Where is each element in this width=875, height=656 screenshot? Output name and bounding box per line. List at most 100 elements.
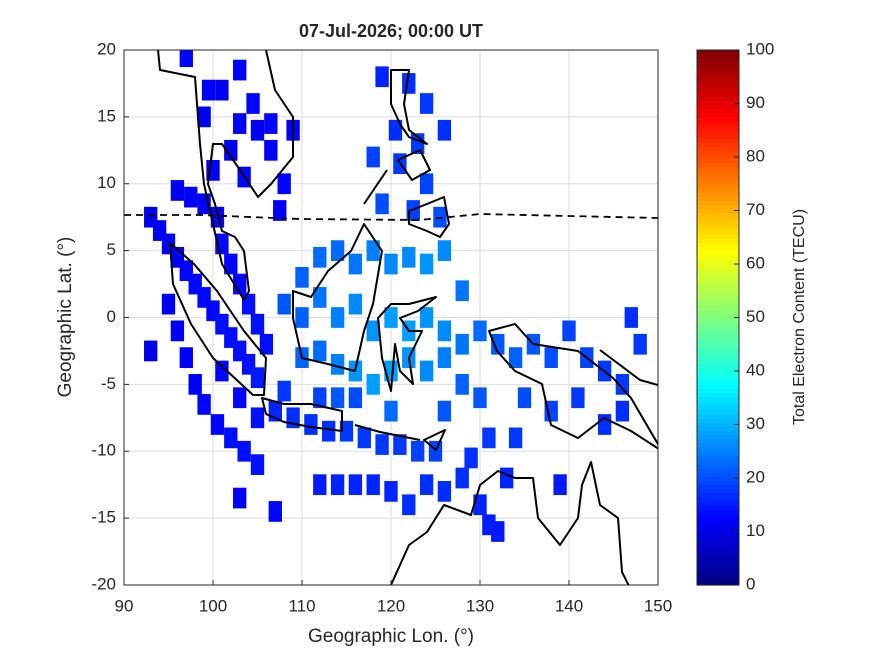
x-tick-label: 110 <box>288 596 315 615</box>
tec-patch <box>246 93 260 114</box>
colorbar-cell <box>697 480 739 486</box>
colorbar-cell <box>697 162 739 168</box>
colorbar-cell <box>697 83 739 89</box>
tec-patch <box>388 119 403 141</box>
colorbar-cell <box>697 213 739 218</box>
tec-patch <box>233 59 247 81</box>
colorbar-cell <box>697 367 739 373</box>
colorbar-tick-label: 50 <box>746 307 765 326</box>
tec-patch <box>233 487 247 509</box>
colorbar-cell <box>697 355 739 360</box>
colorbar-cell <box>697 472 739 477</box>
tec-patch <box>402 246 416 268</box>
tec-patch <box>277 173 291 195</box>
chart-title: 07-Jul-2026; 00:00 UT <box>299 21 483 41</box>
tec-patch <box>348 253 363 275</box>
tec-patch <box>375 434 389 455</box>
tec-patch <box>215 360 229 382</box>
tec-patch <box>161 293 176 315</box>
tec-patch <box>366 240 380 261</box>
tec-patch <box>455 333 469 355</box>
tec-patch <box>264 139 278 161</box>
colorbar-cell <box>697 438 739 444</box>
tec-patch <box>330 240 345 261</box>
colorbar-cell <box>697 192 739 197</box>
tec-patch <box>633 333 647 355</box>
colorbar-cell <box>697 463 739 469</box>
colorbar-cell <box>697 258 739 264</box>
x-tick-label: 150 <box>644 596 672 615</box>
tec-patch <box>268 501 282 522</box>
tec-patch <box>250 119 265 141</box>
tec-patch <box>277 380 291 402</box>
tec-patch <box>144 340 158 362</box>
tec-patch <box>357 427 371 449</box>
colorbar-tick-label: 90 <box>746 93 765 112</box>
tec-patch <box>464 447 478 469</box>
colorbar-cell <box>697 242 739 248</box>
tec-patch <box>482 427 496 449</box>
tec-patch <box>366 320 380 342</box>
colorbar-cell <box>697 275 739 281</box>
x-tick-label: 90 <box>115 596 134 615</box>
tec-patch <box>544 400 558 422</box>
y-axis-label: Geographic Lat. (°) <box>55 237 76 398</box>
colorbar-cell <box>697 484 739 490</box>
tec-patch <box>455 467 469 489</box>
tec-patch <box>437 240 452 261</box>
y-tick-label: -10 <box>91 441 116 460</box>
tec-patch <box>508 347 523 368</box>
x-tick-label: 120 <box>377 596 405 615</box>
colorbar-cell <box>697 518 739 523</box>
tec-patch <box>517 387 532 409</box>
colorbar-cell <box>697 304 739 310</box>
colorbar-cell <box>697 476 739 482</box>
colorbar-cell <box>697 346 739 352</box>
colorbar-cell <box>697 154 739 160</box>
colorbar-cell <box>697 70 739 76</box>
tec-patch <box>455 280 469 302</box>
colorbar-cell <box>697 267 739 273</box>
colorbar-cell <box>697 547 739 553</box>
colorbar-cell <box>697 405 739 411</box>
colorbar-cell <box>697 150 739 156</box>
colorbar-tick-label: 10 <box>746 521 765 540</box>
coastline <box>388 461 630 585</box>
tec-patch <box>233 387 247 409</box>
y-tick-label: -5 <box>101 374 116 393</box>
colorbar-cell <box>697 338 739 344</box>
y-tick-label: 20 <box>97 39 116 58</box>
colorbar-cell <box>697 409 739 415</box>
tec-patch <box>375 66 389 88</box>
tec-patch <box>313 287 327 308</box>
colorbar-cell <box>697 388 739 394</box>
colorbar-cell <box>697 447 739 452</box>
colorbar-cell <box>697 108 739 114</box>
tec-patch <box>348 474 363 496</box>
colorbar-cell <box>697 229 739 235</box>
colorbar-cell <box>697 559 739 565</box>
colorbar-cell <box>697 254 739 260</box>
tec-patch <box>233 113 247 134</box>
tec-patch <box>197 106 211 128</box>
colorbar-cell <box>697 313 739 319</box>
tec-patch <box>393 434 407 455</box>
tec-patch <box>250 367 265 389</box>
colorbar-cell <box>697 488 739 494</box>
colorbar-cell <box>697 363 739 369</box>
colorbar-cell <box>697 171 739 176</box>
colorbar-cell <box>697 396 739 402</box>
colorbar-cell <box>697 459 739 465</box>
colorbar-cell <box>697 539 739 544</box>
colorbar-cell <box>697 167 739 172</box>
colorbar-cell <box>697 100 739 105</box>
tec-patch <box>330 353 345 375</box>
colorbar-cell <box>697 95 739 101</box>
colorbar-tick-label: 30 <box>746 414 765 433</box>
tec-patch <box>237 440 251 462</box>
tec-patch <box>348 293 363 315</box>
colorbar-cell <box>697 116 739 122</box>
colorbar-cell <box>697 296 739 302</box>
y-tick-label: 15 <box>97 106 116 125</box>
tec-patch <box>384 253 398 275</box>
